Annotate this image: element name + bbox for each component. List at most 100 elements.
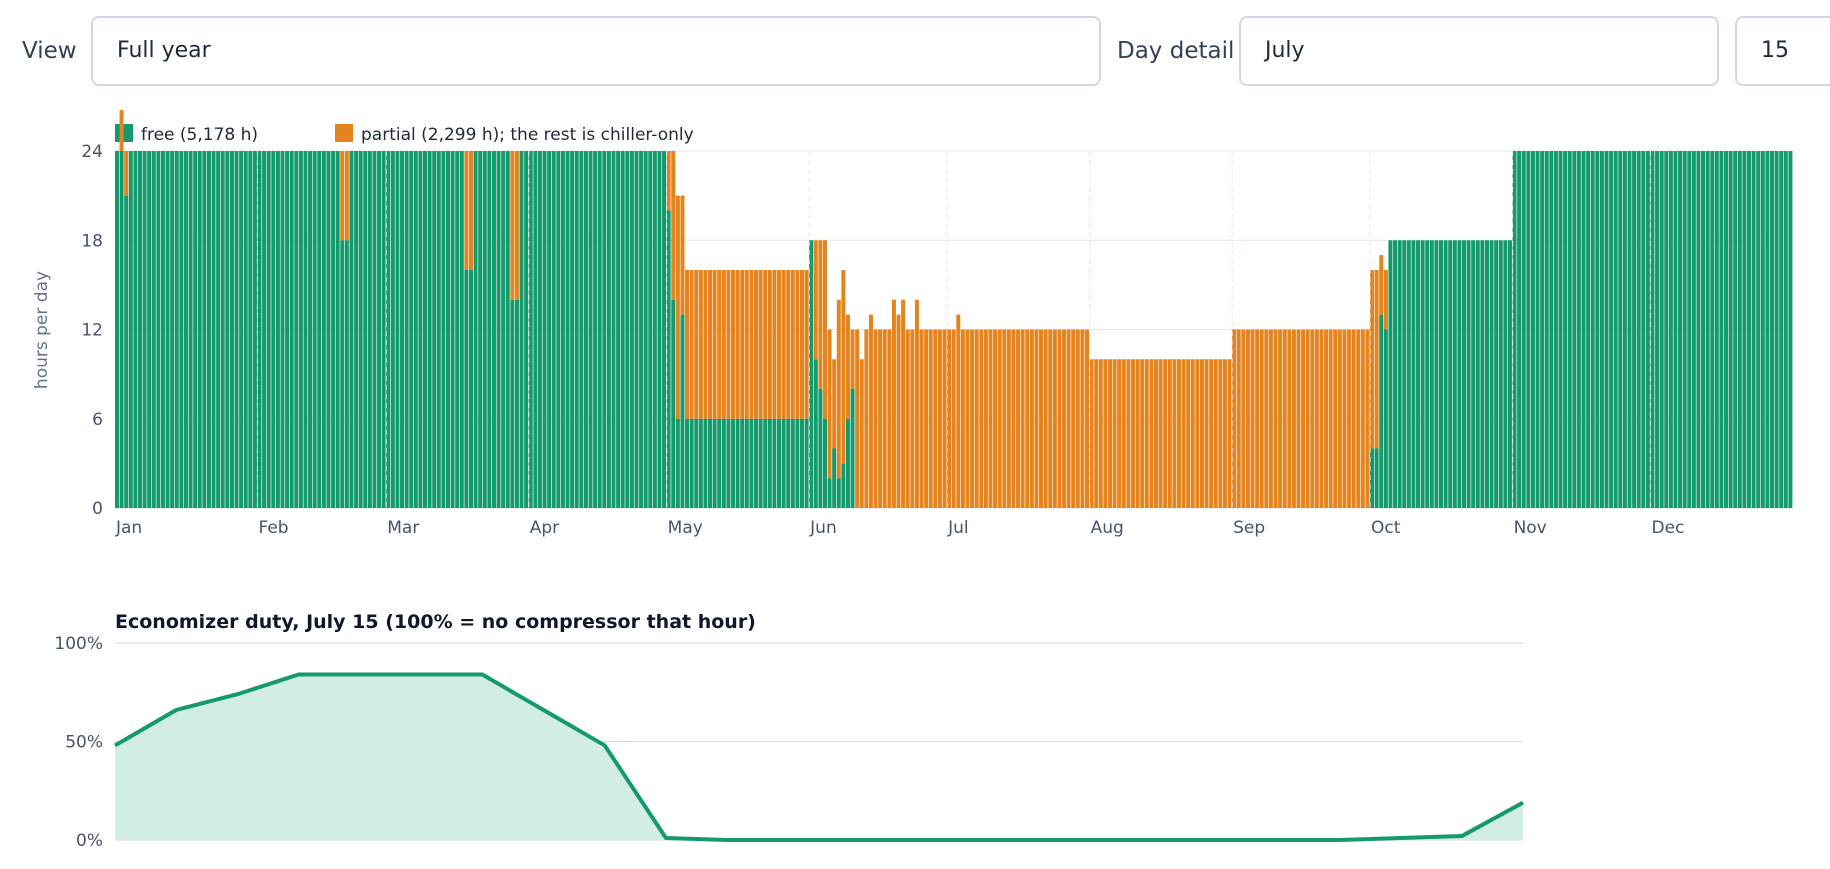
month-select[interactable]: July: [1239, 16, 1719, 86]
bar-free: [294, 151, 299, 508]
bar-free: [335, 151, 340, 508]
y-tick-label: 24: [81, 142, 103, 162]
bar-free: [1494, 240, 1499, 508]
bar-free: [400, 151, 405, 508]
bar-free: [1517, 151, 1522, 508]
x-tick-label: Jun: [809, 518, 837, 538]
bar-partial: [947, 329, 952, 508]
bar-free: [1374, 448, 1379, 508]
bar-free: [574, 151, 579, 508]
bar-free: [1530, 151, 1535, 508]
bar-free: [1457, 240, 1462, 508]
bar-partial: [1209, 359, 1214, 508]
bar-free: [1604, 151, 1609, 508]
y-tick-label: 18: [81, 231, 103, 251]
bar-partial: [1066, 329, 1071, 508]
bar-free: [1420, 240, 1425, 508]
bar-partial: [1218, 359, 1223, 508]
bar-free: [799, 418, 804, 508]
bar-free: [1402, 240, 1407, 508]
bar-free: [606, 151, 611, 508]
bar-partial: [1144, 359, 1149, 508]
bar-partial: [845, 314, 850, 419]
bar-free: [717, 418, 722, 508]
bar-free: [450, 151, 455, 508]
bar-partial: [1052, 329, 1057, 508]
bar-partial: [827, 329, 832, 479]
bar-partial: [864, 329, 869, 508]
bar-free: [832, 448, 837, 508]
bar-free: [409, 151, 414, 508]
bar-partial: [735, 270, 740, 419]
bar-free: [363, 151, 368, 508]
day-select[interactable]: 15: [1735, 16, 1830, 86]
bar-partial: [708, 270, 713, 419]
bar-free: [1443, 240, 1448, 508]
bar-partial: [1016, 329, 1021, 508]
bar-partial: [1034, 329, 1039, 508]
bar-free: [818, 389, 823, 508]
bar-free: [358, 151, 363, 508]
bar-free: [197, 151, 202, 508]
bar-free: [593, 151, 598, 508]
bar-partial: [1199, 359, 1204, 508]
bar-free: [560, 151, 565, 508]
bar-free: [459, 151, 464, 508]
bar-partial: [993, 329, 998, 508]
view-select[interactable]: Full year: [91, 16, 1101, 86]
bar-free: [142, 151, 147, 508]
bar-free: [505, 151, 510, 508]
bar-free: [257, 151, 262, 508]
bar-partial: [878, 329, 883, 508]
bar-partial: [1356, 329, 1361, 508]
day-detail-label: Day detail: [1117, 38, 1235, 64]
bar-free: [708, 418, 713, 508]
bar-free: [1751, 151, 1756, 508]
bar-free: [1540, 151, 1545, 508]
bar-free: [698, 418, 703, 508]
bar-partial: [1029, 329, 1034, 508]
bar-partial: [698, 270, 703, 419]
bar-free: [1622, 151, 1627, 508]
bar-free: [1747, 151, 1752, 508]
bar-partial: [1360, 329, 1365, 508]
bar-free: [464, 270, 469, 508]
bar-partial: [1158, 359, 1163, 508]
duty-chart-title: Economizer duty, July 15 (100% = no comp…: [115, 611, 756, 633]
bar-partial: [1020, 329, 1025, 508]
bar-free: [1448, 240, 1453, 508]
bar-free: [1659, 151, 1664, 508]
bar-free: [377, 151, 382, 508]
y-tick-label: 12: [81, 321, 103, 341]
bar-free: [501, 151, 506, 508]
bar-free: [119, 151, 124, 508]
bar-partial: [804, 270, 809, 419]
bar-free: [1632, 151, 1637, 508]
bar-free: [1466, 240, 1471, 508]
bar-partial: [859, 359, 864, 508]
bar-partial: [1048, 329, 1053, 508]
bar-free: [1595, 151, 1600, 508]
bar-free: [1590, 151, 1595, 508]
bar-free: [537, 151, 542, 508]
x-tick-label: Apr: [530, 518, 559, 538]
bar-free: [1558, 151, 1563, 508]
bar-free: [1416, 240, 1421, 508]
bar-free: [1480, 240, 1485, 508]
bar-partial: [786, 270, 791, 419]
bar-partial: [1006, 329, 1011, 508]
bar-partial: [891, 299, 896, 508]
bar-free: [156, 151, 161, 508]
bar-partial: [758, 270, 763, 419]
bar-partial: [1342, 329, 1347, 508]
bar-free: [1737, 151, 1742, 508]
bar-free: [726, 418, 731, 508]
bar-partial: [763, 270, 768, 419]
bar-free: [1370, 448, 1375, 508]
bar-free: [413, 151, 418, 508]
bar-partial: [1002, 329, 1007, 508]
bar-partial: [726, 270, 731, 419]
bar-partial: [979, 329, 984, 508]
bar-free: [423, 151, 428, 508]
bar-partial: [689, 270, 694, 419]
